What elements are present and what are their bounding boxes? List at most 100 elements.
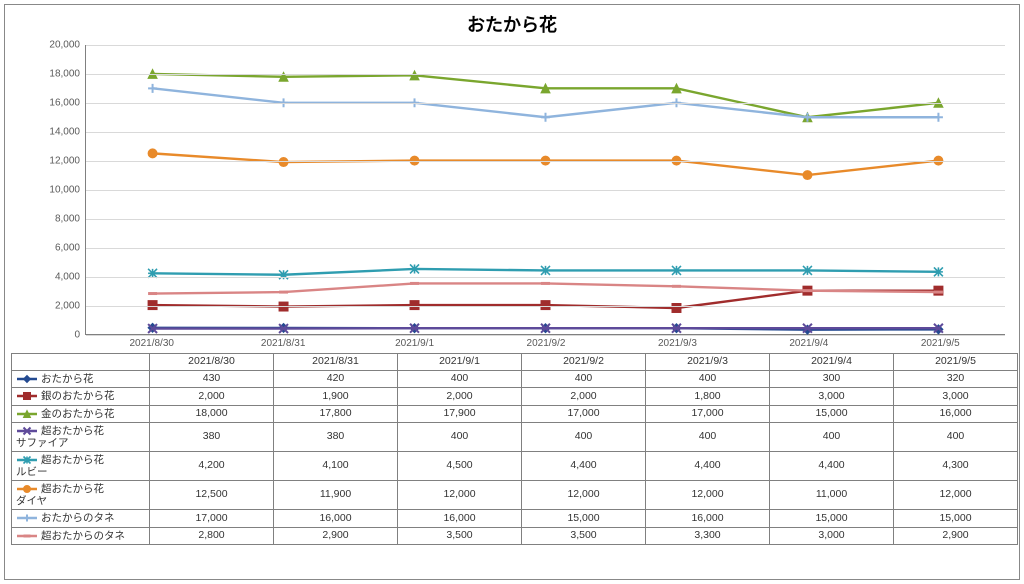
- table-cell: 15,000: [770, 405, 894, 423]
- table-row: 超おたからのタネ2,8002,9003,5003,5003,3003,0002,…: [12, 527, 1018, 545]
- legend-marker: [16, 425, 38, 437]
- table-header-cell: 2021/8/31: [274, 354, 398, 371]
- table-cell: 430: [150, 370, 274, 388]
- table-cell: 15,000: [894, 510, 1018, 528]
- legend-marker: [16, 483, 38, 495]
- x-tick-label: 2021/9/3: [658, 338, 697, 349]
- table-row: おたから花430420400400400300320: [12, 370, 1018, 388]
- row-label: おたから花: [12, 370, 150, 388]
- row-label: 銀のおたから花: [12, 388, 150, 406]
- row-label-text: 金のおたから花: [41, 408, 115, 420]
- table-cell: 400: [770, 423, 894, 452]
- series-marker: [672, 304, 681, 313]
- table-cell: 2,900: [274, 527, 398, 545]
- series-marker: [934, 113, 943, 122]
- table-row: 超おたから花ルビー4,2004,1004,5004,4004,4004,4004…: [12, 452, 1018, 481]
- table-header-cell: 2021/9/2: [522, 354, 646, 371]
- x-tick-label: 2021/8/30: [129, 338, 174, 349]
- table-cell: 15,000: [770, 510, 894, 528]
- y-tick-label: 12,000: [49, 156, 80, 167]
- table-cell: 17,000: [646, 405, 770, 423]
- table-cell: 16,000: [646, 510, 770, 528]
- series-marker: [803, 325, 812, 334]
- row-label-text: 超おたから花: [41, 483, 104, 495]
- table-cell: 400: [646, 423, 770, 452]
- table-cell: 400: [522, 423, 646, 452]
- table-cell: 3,500: [522, 527, 646, 545]
- table-cell: 2,000: [398, 388, 522, 406]
- x-tick-label: 2021/9/2: [527, 338, 566, 349]
- table-cell: 3,300: [646, 527, 770, 545]
- y-tick-label: 6,000: [55, 243, 80, 254]
- table-cell: 2,000: [150, 388, 274, 406]
- table-cell: 18,000: [150, 405, 274, 423]
- series-line: [153, 283, 939, 293]
- table-cell: 12,000: [894, 481, 1018, 510]
- y-tick-label: 0: [74, 330, 80, 341]
- row-label: 超おたから花ルビー: [12, 452, 150, 481]
- x-tick-label: 2021/8/31: [261, 338, 306, 349]
- table-cell: 16,000: [398, 510, 522, 528]
- table-header-cell: 2021/9/4: [770, 354, 894, 371]
- table-row: 超おたから花ダイヤ12,50011,90012,00012,00012,0001…: [12, 481, 1018, 510]
- plot-area: 02,0004,0006,0008,00010,00012,00014,0001…: [85, 45, 1005, 335]
- table-cell: 17,900: [398, 405, 522, 423]
- row-label-text: おたから花: [41, 373, 94, 385]
- series-marker: [541, 113, 550, 122]
- table-header-cell: 2021/9/5: [894, 354, 1018, 371]
- table-cell: 4,500: [398, 452, 522, 481]
- legend-marker: [16, 512, 38, 524]
- x-tick-label: 2021/9/4: [789, 338, 828, 349]
- table-cell: 4,200: [150, 452, 274, 481]
- legend-marker: [16, 373, 38, 385]
- row-label-text: ルビー: [16, 466, 48, 478]
- table-cell: 3,000: [770, 388, 894, 406]
- table-cell: 12,000: [398, 481, 522, 510]
- x-tick-label: 2021/9/5: [921, 338, 960, 349]
- chart-title: おたから花: [5, 5, 1019, 39]
- table-row: 超おたから花サファイア380380400400400400400: [12, 423, 1018, 452]
- row-label-text: 銀のおたから花: [41, 390, 115, 402]
- series-marker: [803, 266, 812, 275]
- row-label-text: 超おたから花: [41, 425, 104, 437]
- table-row: おたからのタネ17,00016,00016,00015,00016,00015,…: [12, 510, 1018, 528]
- table-cell: 2,000: [522, 388, 646, 406]
- legend-marker: [16, 454, 38, 466]
- table-cell: 420: [274, 370, 398, 388]
- table-cell: 11,900: [274, 481, 398, 510]
- table-cell: 380: [150, 423, 274, 452]
- table-cell: 16,000: [894, 405, 1018, 423]
- row-label: 超おたから花サファイア: [12, 423, 150, 452]
- table-cell: 11,000: [770, 481, 894, 510]
- table-cell: 4,300: [894, 452, 1018, 481]
- table-cell: 4,100: [274, 452, 398, 481]
- y-tick-label: 8,000: [55, 214, 80, 225]
- table-cell: 3,000: [894, 388, 1018, 406]
- y-tick-label: 2,000: [55, 301, 80, 312]
- table-cell: 4,400: [522, 452, 646, 481]
- table-corner: [12, 354, 150, 371]
- y-tick-label: 4,000: [55, 272, 80, 283]
- y-tick-label: 10,000: [49, 185, 80, 196]
- table-cell: 16,000: [274, 510, 398, 528]
- table-cell: 400: [398, 370, 522, 388]
- series-marker: [410, 264, 419, 273]
- row-label-text: サファイア: [16, 437, 69, 449]
- table-cell: 2,900: [894, 527, 1018, 545]
- legend-marker: [16, 530, 38, 542]
- chart-container: おたから花 02,0004,0006,0008,00010,00012,0001…: [4, 4, 1020, 580]
- table-cell: 17,000: [522, 405, 646, 423]
- row-label: 超おたからのタネ: [12, 527, 150, 545]
- table-row: 銀のおたから花2,0001,9002,0002,0001,8003,0003,0…: [12, 388, 1018, 406]
- table-header-cell: 2021/8/30: [150, 354, 274, 371]
- series-marker: [803, 171, 812, 180]
- series-marker: [148, 84, 157, 93]
- row-label: 超おたから花ダイヤ: [12, 481, 150, 510]
- row-label-text: 超おたからのタネ: [41, 530, 125, 542]
- table-cell: 1,900: [274, 388, 398, 406]
- table-cell: 300: [770, 370, 894, 388]
- legend-marker: [16, 408, 38, 420]
- series-marker: [672, 266, 681, 275]
- row-label: おたからのタネ: [12, 510, 150, 528]
- table-cell: 400: [398, 423, 522, 452]
